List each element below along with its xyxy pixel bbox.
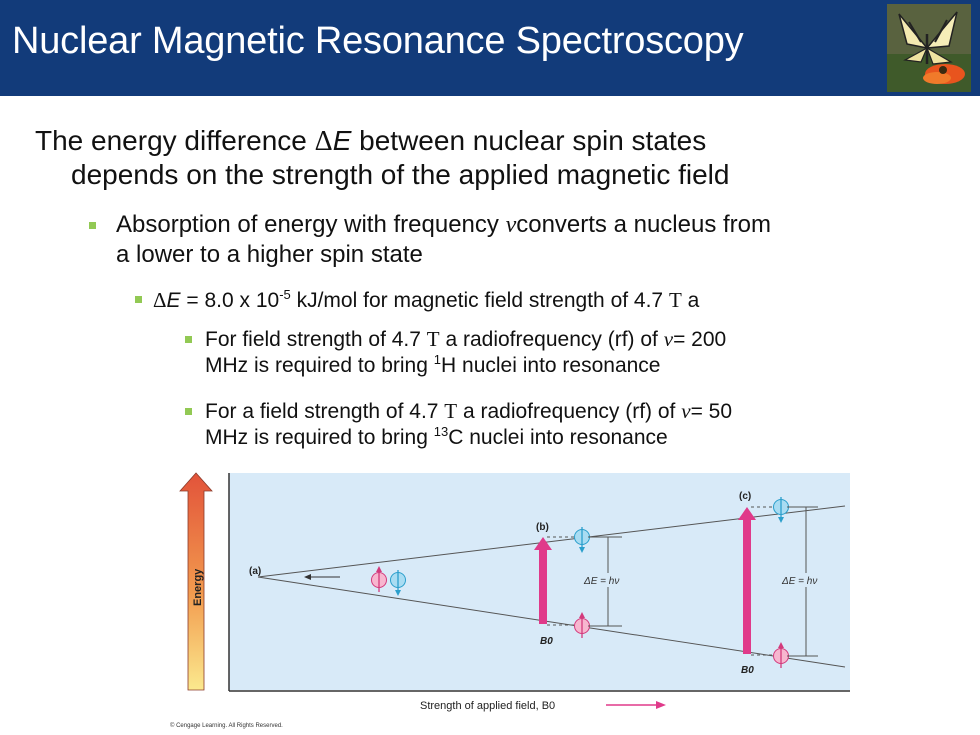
bullet4-text-mid: a radiofrequency (rf) of [439, 328, 664, 351]
bullet-absorption: Absorption of energy with frequency νcon… [116, 210, 956, 270]
delta-symbol: Δ [314, 126, 333, 157]
energy-axis-arrow [179, 472, 213, 691]
copyright-notice: © Cengage Learning. All Rights Reserved. [170, 723, 283, 729]
absorption-arrow-b [539, 548, 547, 624]
bullet5-text-pre: For a field strength of 4.7 [205, 400, 445, 423]
bullet-marker [185, 408, 192, 415]
exponent: -5 [279, 287, 291, 302]
bullet3-text-post: kJ/mol for magnetic field strength of 4.… [290, 289, 669, 312]
title-bar: Nuclear Magnetic Resonance Spectroscopy [0, 0, 980, 96]
nu-symbol: ν [505, 212, 517, 238]
bullet1-line2: depends on the strength of the applied m… [71, 159, 730, 190]
x-axis-label: Strength of applied field, B0 [420, 700, 555, 712]
bullet3-text-mid: = 8.0 x 10 [180, 289, 280, 312]
x-axis-arrowhead [656, 701, 666, 709]
bullet2-text-pre: Absorption of energy with frequency [116, 211, 506, 238]
butterfly-flower-logo [887, 4, 971, 92]
label-a: (a) [249, 566, 261, 577]
absorption-arrowhead-c [738, 507, 756, 520]
isotope-superscript: 13 [433, 424, 449, 439]
bullet4-text-pre: For field strength of 4.7 [205, 328, 427, 351]
energy-variable: E [166, 289, 181, 312]
nu-symbol: ν [681, 399, 691, 423]
bullet1-text-pre: The energy difference [35, 125, 315, 156]
b0-label-b: B0 [540, 636, 553, 647]
spin-pair-a [371, 566, 406, 596]
bullet-marker [185, 336, 192, 343]
arrow-left-head [304, 574, 311, 580]
bullet5-line2-pre: MHz is required to bring [205, 426, 434, 449]
bullet4-text-post: = 200 [673, 328, 727, 351]
absorption-arrow-c [743, 518, 751, 654]
bullet2-line2: a lower to a higher spin state [116, 241, 423, 268]
tesla-unit: T [444, 399, 458, 423]
b0-label-c: B0 [741, 665, 754, 676]
isotope-superscript: 1 [433, 352, 442, 367]
bullet5-text-post: = 50 [690, 400, 733, 423]
bullet-energy-difference: The energy difference ΔE between nuclear… [35, 124, 935, 191]
bullet1-text-post: between nuclear spin states [351, 125, 707, 156]
tesla-unit: T [668, 288, 682, 312]
spin-lower-b [574, 612, 590, 638]
bullet-marker [89, 222, 96, 229]
bullet-delta-e-value: ΔE = 8.0 x 10-5 kJ/mol for magnetic fiel… [153, 287, 943, 314]
nu-symbol: ν [663, 327, 674, 351]
bullet5-line2-post: C nuclei into resonance [448, 426, 668, 449]
bullet3-text-end: a [681, 289, 700, 312]
energy-variable: E [332, 125, 352, 156]
absorption-arrowhead-b [534, 537, 552, 550]
delta-e-label-c: ΔE = hν [781, 576, 817, 587]
bullet4-line2-pre: MHz is required to bring [205, 354, 434, 377]
bullet-1h-resonance: For field strength of 4.7 T a radiofrequ… [205, 326, 925, 379]
energy-axis-label: Energy [192, 568, 204, 606]
slide-title: Nuclear Magnetic Resonance Spectroscopy [12, 20, 744, 62]
label-b: (b) [536, 522, 549, 533]
delta-e-label-b: ΔE = hν [583, 576, 619, 587]
label-c: (c) [739, 491, 751, 502]
bullet4-line2-post: H nuclei into resonance [441, 354, 661, 377]
bullet-marker [135, 296, 142, 303]
bullet5-text-mid: a radiofrequency (rf) of [457, 400, 682, 423]
delta-symbol: Δ [153, 288, 167, 312]
bullet2-text-post: converts a nucleus from [516, 211, 771, 238]
bullet-13c-resonance: For a field strength of 4.7 T a radiofre… [205, 398, 925, 451]
tesla-unit: T [426, 327, 440, 351]
